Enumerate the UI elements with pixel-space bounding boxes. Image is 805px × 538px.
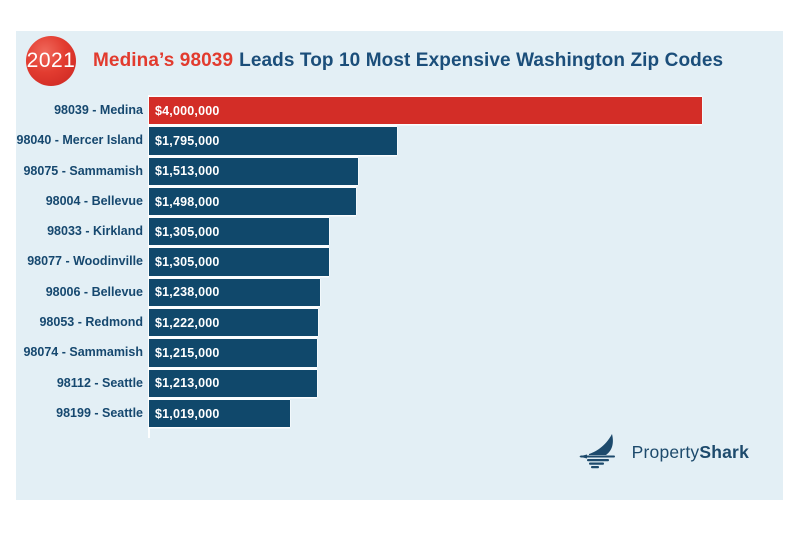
chart-row: 98075 - Sammamish $1,513,000 [16,157,702,185]
bar-category-label: 98006 - Bellevue [45,284,143,299]
chart-title: Medina’s 98039 Leads Top 10 Most Expensi… [93,36,723,86]
bar-category-label: 98112 - Seattle [56,375,143,390]
chart-title-highlight: Medina’s 98039 [93,50,234,71]
bar-category-label: 98077 - Woodinville [27,254,143,269]
year-badge: 2021 [26,36,76,86]
bar-value-label: $1,238,000 [155,285,220,300]
bar-value-label: $1,213,000 [155,376,220,391]
chart-row: 98006 - Bellevue $1,238,000 [16,278,702,307]
bar: $1,215,000 [149,339,317,367]
bar-track: $1,019,000 [149,399,702,428]
bar-value-label: $1,215,000 [155,346,220,361]
bar-track: $1,795,000 [149,127,702,155]
bar-track: $1,305,000 [149,248,702,276]
bar-value-label: $1,305,000 [155,255,220,270]
bar: $1,222,000 [149,309,318,337]
bar-category-label: 98075 - Sammamish [23,163,143,178]
chart-row: 98053 - Redmond $1,222,000 [16,309,702,337]
bar-track: $4,000,000 [149,97,702,125]
bar-track: $1,213,000 [149,369,702,397]
chart-row: 98040 - Mercer Island $1,795,000 [16,127,702,155]
chart-card: 2021 Medina’s 98039 Leads Top 10 Most Ex… [16,31,783,500]
chart-row: 98033 - Kirkland $1,305,000 [16,218,702,246]
chart-row: 98074 - Sammamish $1,215,000 [16,339,702,367]
bar-value-label: $1,795,000 [155,133,220,148]
bar-category-label: 98199 - Seattle [56,405,143,420]
logo-text-regular: Property [631,442,700,462]
bar-category-label: 98039 - Medina [54,103,143,117]
bar-category-label: 98033 - Kirkland [47,224,143,239]
bar-value-label: $1,222,000 [155,315,220,330]
year-badge-label: 2021 [26,49,76,72]
bar: $1,513,000 [149,157,359,185]
chart-row: 98004 - Bellevue $1,498,000 [16,187,702,216]
y-axis-line [147,95,150,438]
bar-track: $1,498,000 [149,187,702,216]
bar-track: $1,238,000 [149,278,702,307]
bar-value-label: $1,305,000 [155,224,220,239]
bar-category-label: 98040 - Mercer Island [16,133,143,148]
bar-value-label: $1,019,000 [155,406,220,421]
chart-row: 98077 - Woodinville $1,305,000 [16,248,702,276]
bar: $1,795,000 [149,127,398,155]
bar-category-label: 98004 - Bellevue [45,193,143,208]
bar-category-label: 98074 - Sammamish [23,345,143,360]
bar-value-label: $4,000,000 [155,103,220,118]
bar-value-label: $1,513,000 [155,164,220,179]
bar: $1,498,000 [149,187,357,216]
bar: $1,213,000 [149,369,317,397]
bar: $1,305,000 [149,248,330,276]
bar-track: $1,222,000 [149,309,702,337]
bar: $1,305,000 [149,218,330,246]
chart-row: 98039 - Medina $4,000,000 [16,97,702,125]
bar: $1,238,000 [149,278,321,307]
bar: $1,019,000 [149,399,290,428]
bar-highlighted: $4,000,000 [149,97,702,125]
shark-fin-icon [578,431,625,474]
bar-chart: 98039 - Medina $4,000,000 98040 - Mercer I… [16,97,702,430]
bar-category-label: 98053 - Redmond [39,315,143,330]
propertyshark-logo: PropertyShark [578,431,749,474]
logo-text: PropertyShark [632,442,749,463]
chart-title-rest: Leads Top 10 Most Expensive Washington Z… [239,50,724,71]
chart-row: 98199 - Seattle $1,019,000 [16,399,702,428]
bar-value-label: $1,498,000 [155,194,220,209]
chart-row: 98112 - Seattle $1,213,000 [16,369,702,397]
bar-track: $1,513,000 [149,157,702,185]
bar-track: $1,305,000 [149,218,702,246]
logo-text-bold: Shark [699,442,749,462]
bar-track: $1,215,000 [149,339,702,367]
